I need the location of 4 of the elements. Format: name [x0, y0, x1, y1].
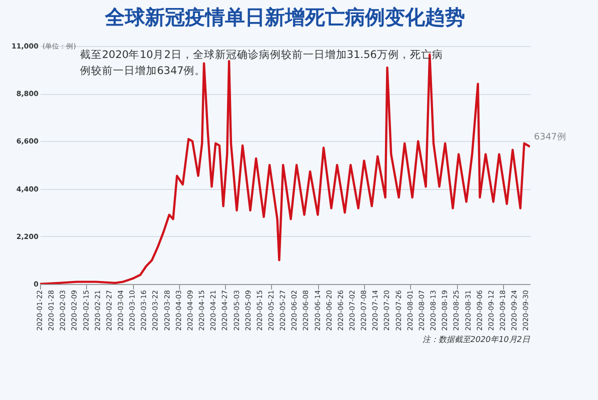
text: 注：数据截至2020年10月2日: [422, 335, 531, 344]
annotation: 6347例: [534, 132, 566, 143]
annotation: 截至2020年10月2日，全球新冠确诊病例较前一日增加31.56万例，死亡病例较前一日增加6347例。: [80, 48, 443, 77]
chart-title: 全球新冠疫情单日新增死亡病例变化趋势: [104, 5, 465, 29]
